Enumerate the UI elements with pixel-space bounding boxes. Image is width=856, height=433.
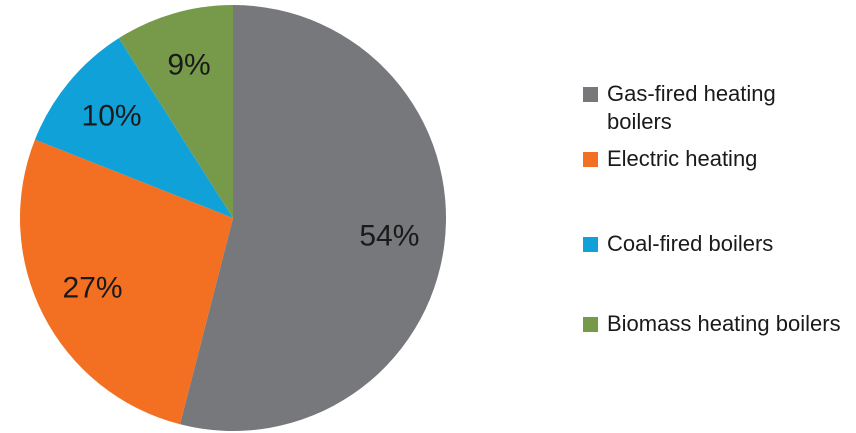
legend-swatch [583, 87, 598, 102]
pie-slice [20, 139, 234, 425]
data-label: 10% [82, 99, 142, 132]
legend-label: Electric heating [607, 146, 758, 171]
legend-label: Coal-fired boilers [607, 231, 774, 256]
data-label: 9% [167, 49, 210, 82]
legend-entry: Electric heating [583, 145, 843, 173]
legend-label: Biomass heating boilers [607, 311, 841, 336]
legend-entry: Coal-fired boilers [583, 230, 843, 258]
pie-slice [180, 5, 446, 432]
legend-swatch [583, 237, 598, 252]
data-label: 27% [63, 271, 123, 304]
legend-entry: Gas-fired heating boilers [583, 80, 843, 136]
legend-label: Gas-fired heating boilers [607, 81, 776, 134]
pie-slice [34, 38, 233, 218]
data-label: 54% [359, 220, 419, 253]
legend-swatch [583, 152, 598, 167]
pie-slice [118, 5, 233, 218]
legend-entry: Biomass heating boilers [583, 310, 843, 338]
legend-swatch [583, 317, 598, 332]
